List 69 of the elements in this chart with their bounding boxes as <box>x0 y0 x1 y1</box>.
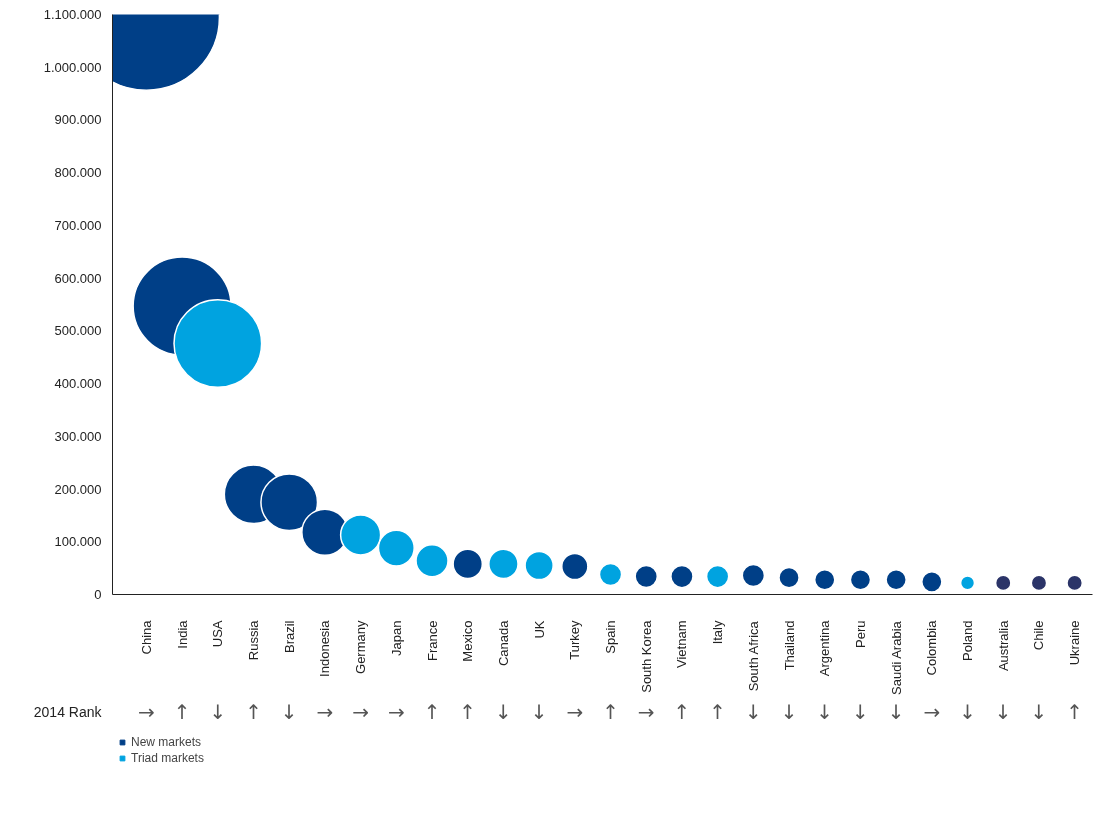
text: ↓ <box>852 699 869 724</box>
text: ↓ <box>495 699 512 724</box>
text: ↓ <box>530 699 548 724</box>
x-tick-label: Spain <box>603 620 619 654</box>
text: 2014 Rank <box>33 703 103 720</box>
x-tick-label: Brazil <box>281 620 297 654</box>
y-tick-label: 700.000 <box>54 217 102 233</box>
y-tick-label: 600.000 <box>54 270 102 286</box>
x-tick-label: Colombia <box>924 619 940 676</box>
x-tick-label: Chile <box>1031 620 1047 651</box>
text: ↑ <box>423 699 441 724</box>
text: ↑ <box>245 699 262 724</box>
legend-label: New markets <box>131 735 202 749</box>
x-tick-label: Saudi Arabia <box>888 620 904 695</box>
x-tick-label: Thailand <box>781 620 797 671</box>
y-tick-label: 300.000 <box>54 428 102 444</box>
text: ↑ <box>673 699 691 724</box>
x-tick-label: Poland <box>960 620 976 661</box>
text: ↓ <box>994 699 1012 724</box>
y-tick-label: 1.000.000 <box>43 59 102 75</box>
x-tick-label: South Africa <box>745 620 761 692</box>
y-tick-label: 1.100.000 <box>43 7 102 22</box>
text: → <box>387 699 405 724</box>
x-tick-label: Indonesia <box>317 619 333 677</box>
x-tick-label: USA <box>210 620 226 648</box>
x-tick-label: Peru <box>852 620 868 648</box>
text: ↑ <box>602 699 619 724</box>
x-tick-label: India <box>174 619 190 649</box>
x-tick-label: Argentina <box>817 619 833 677</box>
y-tick-label: 200.000 <box>54 481 102 497</box>
text: → <box>316 699 334 724</box>
text: ↑ <box>1066 699 1084 724</box>
text: → <box>923 699 941 724</box>
y-tick-label: 500.000 <box>54 323 102 339</box>
y-tick-label: 900.000 <box>54 112 102 128</box>
text: ↓ <box>744 699 762 724</box>
y-tick-label: 100.000 <box>54 534 102 550</box>
x-tick-label: Germany <box>353 620 369 674</box>
text: → <box>352 699 370 724</box>
text: ↓ <box>816 699 834 724</box>
text: ↑ <box>459 699 477 724</box>
x-tick-label: Australia <box>995 619 1011 672</box>
x-tick-label: Japan <box>388 620 404 656</box>
y-tick-label: 800.000 <box>54 165 102 181</box>
x-tick-label: France <box>424 620 440 661</box>
text: ↓ <box>209 699 227 724</box>
y-tick-label: 400.000 <box>54 376 102 392</box>
x-tick-label: Italy <box>710 620 726 645</box>
text: ↓ <box>780 699 798 724</box>
x-tick-label: Vietnam <box>674 620 690 668</box>
text: ↓ <box>1030 699 1048 724</box>
x-tick-label: Mexico <box>460 620 476 662</box>
text: ↓ <box>887 699 905 724</box>
x-tick-label: China <box>138 619 154 655</box>
x-tick-label: UK <box>531 620 547 639</box>
text: → <box>138 699 155 724</box>
text: ↓ <box>959 699 976 724</box>
text: ↓ <box>280 699 298 724</box>
x-tick-label: Ukraine <box>1067 620 1083 666</box>
x-tick-label: South Korea <box>638 619 654 693</box>
x-tick-label: Canada <box>495 619 511 667</box>
legend-label: Triad markets <box>131 751 204 765</box>
y-tick-label: 0 <box>94 587 102 602</box>
text: ↑ <box>173 699 191 724</box>
x-tick-label: Turkey <box>567 620 583 660</box>
text: ↑ <box>709 699 727 724</box>
text: → <box>566 699 584 724</box>
text: → <box>637 699 655 724</box>
x-tick-label: Russia <box>246 619 262 661</box>
